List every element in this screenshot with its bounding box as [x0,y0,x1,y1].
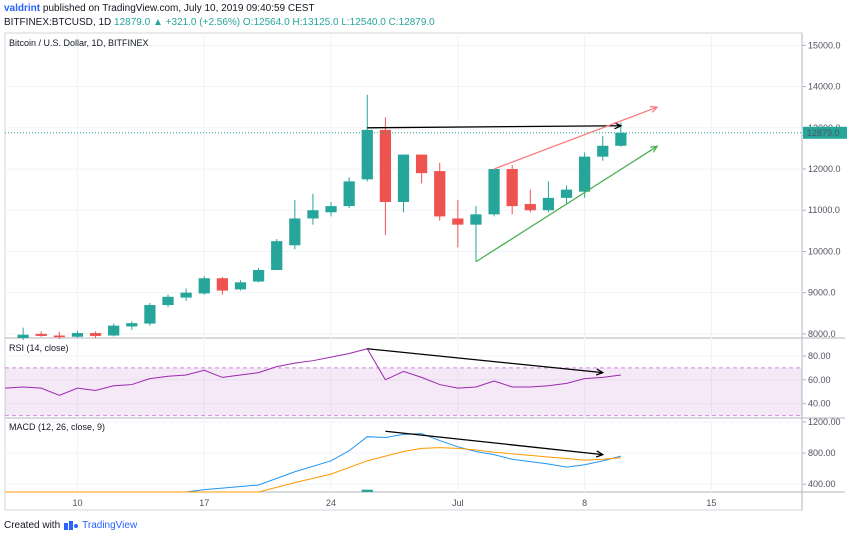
candle-body[interactable] [615,132,627,146]
quote-change: 12879.0 ▲ +321.0 (+2.56%) [114,17,241,28]
resistance-arrow-head [614,122,623,130]
last-price-tag [803,126,847,139]
candle-body[interactable] [506,169,518,207]
price-axis-label: 400.00 [808,479,836,489]
publish-line: valdrint published on TradingView.com, J… [4,3,315,14]
footer: Created with TradingView [4,520,137,531]
time-axis-label: 17 [199,498,209,508]
candle-body[interactable] [53,335,65,338]
published-text: published on TradingView.com, July 10, 2… [42,3,315,14]
green-trend-arrow-head [650,145,659,153]
price-axis-label: 14000.0 [808,82,841,92]
candle-body[interactable] [289,218,301,246]
created-with-text: Created with [4,520,61,531]
macd-divergence-arrow [385,430,603,456]
macd-histogram-bar [361,489,373,492]
candle-body[interactable] [35,333,47,336]
candle-body[interactable] [216,278,228,291]
rsi-line[interactable] [4,348,621,396]
candle-body[interactable] [579,156,591,192]
price-axis-label: 80.00 [808,351,831,361]
candle-body[interactable] [108,325,120,336]
quote-ohlc: O:12564.0 H:13125.0 L:12540.0 C:12879.0 [242,17,435,28]
time-axis-label: 8 [582,498,587,508]
time-axis-label: 10 [72,498,82,508]
time-axis-label: Jul [452,498,464,508]
last-price-label: 12879.0 [807,128,840,138]
candle-body[interactable] [470,214,482,225]
green-trend-arrow [475,145,658,263]
candle-body[interactable] [560,189,573,198]
time-axis-label: 15 [706,498,716,508]
price-axis-label: 800.00 [808,448,836,458]
candle-body[interactable] [126,323,138,327]
candle-body[interactable] [180,292,192,298]
candle-body[interactable] [415,154,428,174]
price-axis-label: 1200.00 [808,417,841,427]
candle-body[interactable] [89,333,102,336]
price-axis-label: 8000.0 [808,329,836,339]
macd-line[interactable] [5,433,621,493]
candle-body[interactable] [144,305,156,324]
price-axis-label: 11000.0 [808,205,840,215]
chart-frame [4,32,803,511]
tradingview-brand[interactable]: TradingView [82,520,138,531]
candle-body[interactable] [542,197,555,211]
candle-body[interactable] [234,282,247,290]
symbol-line: BITFINEX:BTCUSD, 1D 12879.0 ▲ +321.0 (+2… [4,17,435,28]
red-trend-arrow-head [650,105,659,113]
signal-line[interactable] [5,447,621,493]
price-pane-title: Bitcoin / U.S. Dollar, 1D, BITFINEX [9,38,149,48]
candle-body[interactable] [307,210,319,219]
candle-body[interactable] [271,241,283,270]
symbol-text: BITFINEX:BTCUSD, 1D [4,17,112,28]
price-axis-label: 9000.0 [808,288,836,298]
candle-body[interactable] [397,154,410,202]
candle-body[interactable] [198,278,210,294]
price-axis-label: 40.00 [808,399,831,409]
price-axis-label: 60.00 [808,375,831,385]
author-link[interactable]: valdrint [4,3,41,14]
candle-body[interactable] [597,145,609,157]
candle-body[interactable] [361,129,373,180]
price-axis-label: 12000.0 [808,164,841,174]
rsi-pane-title: RSI (14, close) [9,343,69,353]
macd-divergence-arrow-head [595,450,605,458]
candle-body[interactable] [325,206,337,213]
tradingview-logo-icon [64,520,79,530]
time-axis-label: 24 [326,498,336,508]
macd-pane-title: MACD (12, 26, close, 9) [9,422,105,432]
candle-body[interactable] [524,204,536,211]
candle-body[interactable] [343,181,355,207]
candle-body[interactable] [162,296,174,306]
rsi-divergence-arrow [367,348,603,374]
rsi-divergence-arrow-head [595,368,605,376]
resistance-arrow [367,125,621,129]
price-axis-label: 10000.0 [808,246,841,256]
candle-body[interactable] [71,333,84,337]
red-trend-arrow [493,106,658,170]
candle-body[interactable] [488,169,500,215]
rsi-band [5,367,802,416]
candle-body[interactable] [452,218,464,225]
candle-body[interactable] [379,129,392,202]
candle-body[interactable] [434,171,446,217]
candle-body[interactable] [252,269,265,282]
candle-body[interactable] [17,334,29,338]
price-axis-label: 15000.0 [808,40,841,50]
